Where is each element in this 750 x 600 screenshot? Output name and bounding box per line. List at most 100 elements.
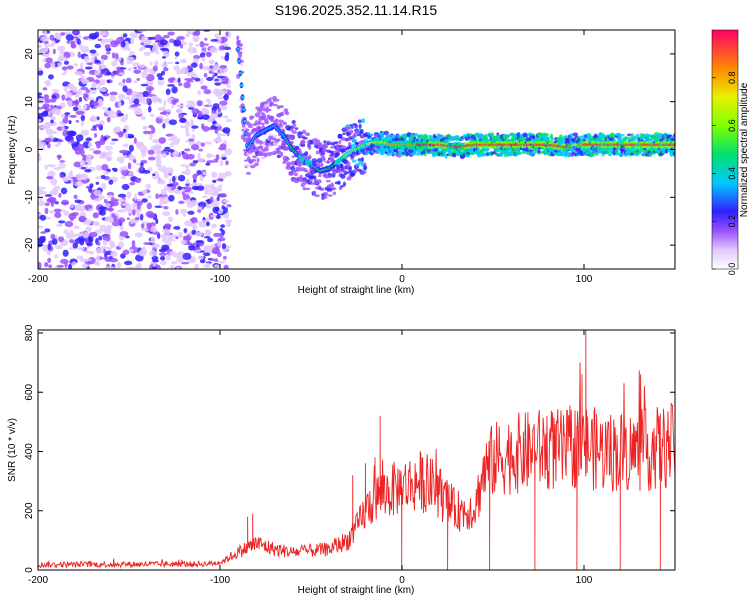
heatmap-noise-cell	[177, 174, 186, 182]
heatmap-noise-cell	[211, 171, 218, 178]
heatmap-noise-cell	[131, 202, 138, 210]
heatmap-noise-cell	[204, 184, 211, 189]
heatmap-noise-cell	[106, 224, 113, 230]
colorbar-tick-label: 0.0	[727, 263, 737, 276]
heatmap-noise-cell	[44, 216, 52, 220]
heatmap-noise-cell	[188, 242, 193, 246]
bottom-x-tick-label: 100	[576, 575, 593, 586]
bottom-y-tick-label: 800	[24, 324, 35, 341]
colorbar: 0.0 0.2 0.4 0.6 0.8 Normalized spectral ampl…	[711, 29, 750, 276]
heatmap-noise-cell	[116, 261, 122, 269]
heatmap-noise-cell	[185, 127, 190, 134]
heatmap-halo-cell	[328, 174, 332, 179]
bottom-y-tick-label: 600	[24, 383, 35, 400]
heatmap-noise-cell	[176, 36, 186, 40]
heatmap-noise-cell	[150, 95, 159, 101]
heatmap-halo-cell	[273, 150, 277, 154]
heatmap-noise-cell	[74, 181, 83, 187]
heatmap-noise-cell	[219, 143, 227, 150]
heatmap-noise-cell	[201, 195, 208, 199]
heatmap-noise-cell	[59, 258, 69, 265]
heatmap-halo-cell	[264, 121, 270, 125]
heatmap-noise-cell	[44, 262, 49, 268]
heatmap-halo-cell	[254, 112, 261, 118]
heatmap-noise-cell	[45, 128, 53, 135]
heatmap-halo-cell	[616, 150, 620, 155]
heatmap-noise-cell	[219, 193, 227, 198]
heatmap-halo-cell	[578, 135, 584, 139]
heatmap-noise-cell	[124, 113, 129, 121]
heatmap-ridge-cell	[242, 107, 246, 111]
heatmap-noise-cell	[127, 67, 132, 72]
heatmap-noise-cell	[151, 255, 159, 261]
heatmap-noise-cell	[50, 233, 56, 240]
heatmap-noise-cell	[151, 126, 156, 134]
heatmap-noise-cell	[47, 74, 54, 80]
heatmap-noise-cell	[84, 66, 93, 70]
top-x-axis-label: Height of straight line (km)	[298, 285, 415, 296]
heatmap-noise-cell	[132, 209, 136, 216]
heatmap-noise-cell	[196, 220, 204, 225]
heatmap-halo-cell	[280, 128, 286, 133]
heatmap-noise-cell	[194, 77, 201, 82]
heatmap-halo-cell	[345, 126, 352, 131]
heatmap-noise-cell	[219, 133, 226, 137]
heatmap-noise-cell	[221, 156, 227, 161]
heatmap-noise-cell	[159, 39, 168, 46]
snr-panel: -200 -100 0 100 0 200 400 600 800 Height of str…	[7, 324, 676, 596]
heatmap-halo-cell	[431, 152, 437, 158]
heatmap-halo-cell	[270, 115, 275, 120]
heatmap-halo-cell	[322, 192, 329, 197]
heatmap-layer	[38, 30, 675, 269]
heatmap-halo-cell	[299, 135, 305, 138]
snr-series-line	[38, 330, 675, 570]
heatmap-noise-cell	[189, 218, 197, 221]
heatmap-noise-cell	[64, 114, 69, 119]
bottom-x-axis-label: Height of straight line (km)	[298, 585, 415, 596]
heatmap-halo-cell	[251, 145, 256, 148]
heatmap-noise-cell	[140, 227, 149, 232]
heatmap-halo-cell	[396, 152, 402, 158]
heatmap-noise-cell	[164, 146, 171, 150]
heatmap-noise-cell	[182, 194, 191, 201]
heatmap-noise-cell	[135, 208, 139, 215]
heatmap-noise-cell	[144, 39, 153, 44]
heatmap-noise-cell	[53, 208, 62, 213]
heatmap-noise-cell	[50, 104, 54, 110]
heatmap-noise-cell	[220, 105, 228, 111]
heatmap-halo-cell	[354, 124, 358, 129]
heatmap-noise-cell	[66, 65, 74, 70]
heatmap-noise-cell	[47, 257, 52, 263]
heatmap-noise-cell	[47, 170, 56, 178]
heatmap-halo-cell	[272, 96, 277, 100]
heatmap-noise-cell	[88, 250, 95, 255]
heatmap-noise-cell	[202, 219, 208, 223]
heatmap-noise-cell	[74, 204, 83, 212]
heatmap-noise-cell	[165, 113, 170, 118]
top-y-axis: -20 -10 0 10 20	[24, 48, 675, 252]
heatmap-ridge-cell	[237, 59, 241, 63]
heatmap-noise-cell	[181, 188, 185, 192]
heatmap-noise-cell	[173, 226, 181, 230]
heatmap-noise-cell	[67, 83, 73, 89]
heatmap-noise-cell	[218, 186, 223, 192]
bottom-y-axis-label: SNR (10 * v/v)	[7, 418, 18, 482]
heatmap-halo-cell	[255, 106, 259, 110]
heatmap-noise-cell	[91, 100, 100, 107]
heatmap-noise-cell	[191, 125, 199, 129]
heatmap-noise-cell	[43, 30, 48, 37]
heatmap-noise-cell	[192, 54, 201, 60]
heatmap-halo-cell	[289, 135, 295, 141]
heatmap-noise-cell	[177, 77, 181, 83]
heatmap-noise-cell	[86, 178, 90, 182]
heatmap-noise-cell	[96, 82, 106, 86]
heatmap-noise-cell	[69, 170, 73, 176]
heatmap-noise-cell	[213, 140, 223, 143]
heatmap-noise-cell	[103, 199, 108, 203]
heatmap-noise-cell	[38, 140, 44, 148]
heatmap-halo-cell	[317, 164, 321, 168]
heatmap-noise-cell	[55, 224, 63, 227]
heatmap-halo-cell	[325, 160, 331, 164]
heatmap-noise-cell	[60, 199, 70, 206]
heatmap-halo-cell	[454, 135, 460, 139]
